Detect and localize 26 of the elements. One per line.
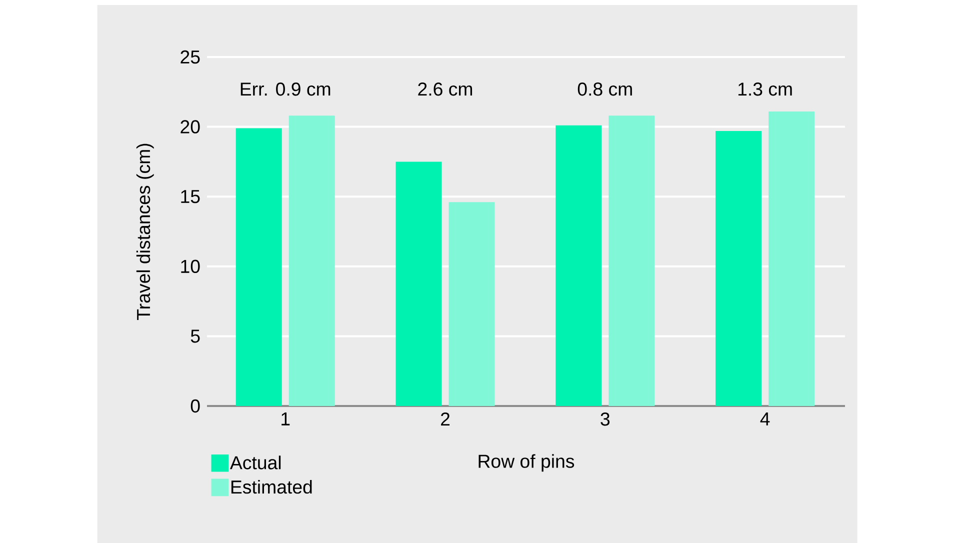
bar <box>716 130 762 406</box>
y-tick-label: 25 <box>180 50 200 64</box>
x-tick-label: 4 <box>760 412 770 426</box>
bar <box>236 128 282 406</box>
y-axis-title: Travel distances (cm) <box>136 144 154 320</box>
y-tick-label: 10 <box>181 260 200 274</box>
x-axis-title: Row of pins <box>478 454 574 472</box>
y-tick-label: 15 <box>181 190 200 204</box>
x-tick-label: 3 <box>600 412 610 426</box>
x-tick-label: 2 <box>441 412 450 426</box>
annotation: Err. 0.9 cm <box>240 82 330 96</box>
bar <box>448 202 495 406</box>
y-tick-label: 20 <box>180 120 200 134</box>
legend-label: Actual <box>230 456 281 470</box>
bar <box>288 116 335 406</box>
bar <box>396 162 442 406</box>
annotation: 1.3 cm <box>738 82 792 96</box>
legend-label: Estimated <box>231 480 312 494</box>
bar <box>608 116 655 406</box>
bar <box>768 111 815 406</box>
annotation: 2.6 cm <box>418 82 472 96</box>
bar <box>556 125 602 406</box>
y-tick-label: 0 <box>190 399 200 413</box>
y-tick-label: 5 <box>190 330 200 343</box>
annotation: 0.8 cm <box>578 82 632 96</box>
x-tick-label: 1 <box>282 412 290 426</box>
